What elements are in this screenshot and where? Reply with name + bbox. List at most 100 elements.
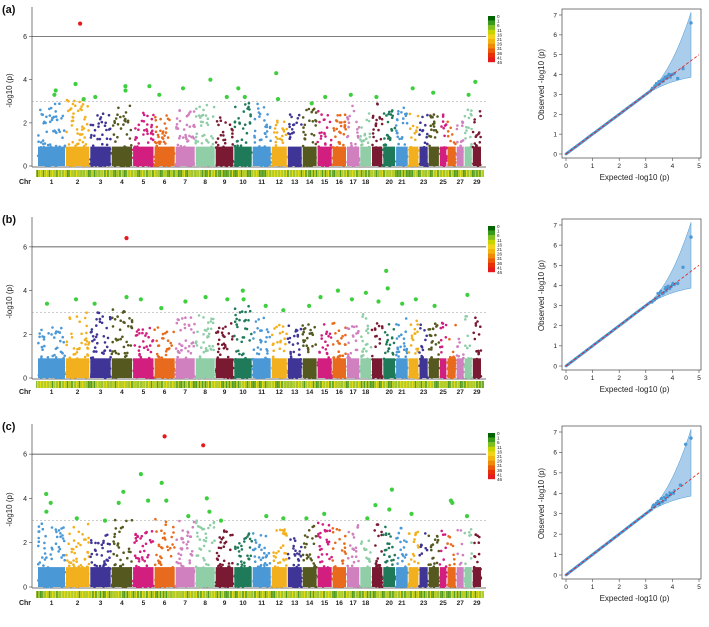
snp-point [138, 353, 141, 357]
chromosome-tick-label: 25 [439, 179, 447, 186]
snp-dense-band [234, 146, 252, 166]
snp-point [193, 322, 196, 326]
density-bar-tick [52, 170, 53, 177]
snp-point [199, 116, 202, 119]
snp-point [92, 350, 96, 353]
density-bar-tick [281, 381, 283, 388]
density-bar-tick [356, 381, 358, 388]
snp-point [87, 536, 90, 540]
snp-point [303, 534, 307, 537]
snp-point [106, 533, 109, 537]
legend-color-swatch [488, 239, 495, 245]
snp-point [65, 340, 69, 344]
snp-point [338, 537, 341, 541]
snp-point [470, 143, 473, 146]
legend-label: 31 [497, 46, 503, 51]
snp-point [126, 556, 129, 560]
snp-point [234, 547, 237, 550]
snp-point [365, 349, 368, 353]
chromosome-snps-19 [370, 322, 384, 380]
snp-point [389, 535, 392, 538]
snp-dense-band [372, 358, 383, 378]
snp-point [302, 558, 306, 562]
snp-point [142, 133, 145, 136]
snp-point [430, 115, 433, 118]
snp-point [65, 130, 68, 134]
snp-dense-band [234, 358, 252, 378]
snp-point [95, 333, 99, 336]
density-bar-tick [152, 170, 154, 177]
snp-point [266, 330, 270, 334]
snp-point [152, 113, 155, 117]
snp-point [397, 323, 400, 327]
snp-point [129, 344, 133, 347]
qq-top-point [689, 21, 693, 25]
density-bar-tick [125, 170, 127, 177]
snp-point [355, 332, 358, 335]
snp-point [288, 135, 292, 139]
chromosome-snps-16 [331, 527, 348, 589]
snp-point [421, 129, 424, 133]
snp-dense-band [332, 567, 346, 587]
snp-point [179, 562, 182, 565]
snp-point [344, 352, 347, 356]
snp-point [50, 118, 54, 122]
snp-point [227, 562, 231, 565]
snp-dense-band [271, 567, 287, 587]
snp-point [359, 134, 362, 138]
density-bar-tick [44, 170, 46, 177]
snp-point [299, 327, 303, 331]
snp-point [235, 323, 238, 326]
density-bar-tick [232, 381, 233, 388]
snp-point [240, 138, 244, 141]
density-bar-tick [260, 381, 262, 388]
snp-point [218, 116, 222, 119]
snp-point [197, 114, 201, 117]
snp-point [188, 134, 191, 138]
snp-point [444, 123, 448, 126]
snp-point [274, 123, 278, 127]
density-bar-tick [202, 381, 203, 388]
snp-point [164, 353, 168, 357]
snp-point [254, 538, 257, 542]
snp-point [126, 351, 129, 355]
density-bar-tick [335, 170, 337, 177]
snp-point [470, 114, 473, 117]
snp-point [196, 531, 199, 535]
snp-point [160, 529, 163, 532]
snp-point [314, 534, 318, 538]
snp-point [179, 547, 183, 550]
snp-point [326, 114, 330, 117]
legend-label: 1 [497, 229, 500, 234]
snp-point [281, 134, 284, 138]
density-bar-tick [182, 381, 184, 388]
density-bar-tick [367, 170, 368, 177]
density-bar-tick [283, 381, 284, 388]
legend-color-swatch [488, 253, 495, 259]
chromosome-tick-label: 14 [306, 179, 314, 186]
snp-point [100, 543, 104, 547]
snp-point [395, 350, 399, 354]
snp-point [134, 537, 138, 540]
snp-dense-band [447, 146, 456, 166]
snp-point [37, 134, 40, 137]
snp-point [215, 557, 219, 560]
density-bar-tick [106, 381, 107, 388]
snp-point [184, 135, 188, 139]
snp-point [263, 563, 266, 567]
snp-point [388, 110, 391, 114]
density-bar-tick [274, 170, 275, 177]
snp-point [75, 545, 78, 549]
density-bar-tick [311, 170, 313, 177]
snp-point [276, 119, 279, 123]
snp-point [287, 132, 290, 135]
snp-point [204, 347, 208, 350]
snp-point [351, 334, 355, 337]
snp-point [375, 564, 378, 568]
density-bar-tick [119, 170, 121, 177]
snp-point [40, 345, 44, 349]
snp-point [319, 137, 323, 140]
qq-top-point [681, 66, 685, 71]
snp-point [69, 107, 73, 110]
legend-color-swatch [488, 244, 495, 250]
